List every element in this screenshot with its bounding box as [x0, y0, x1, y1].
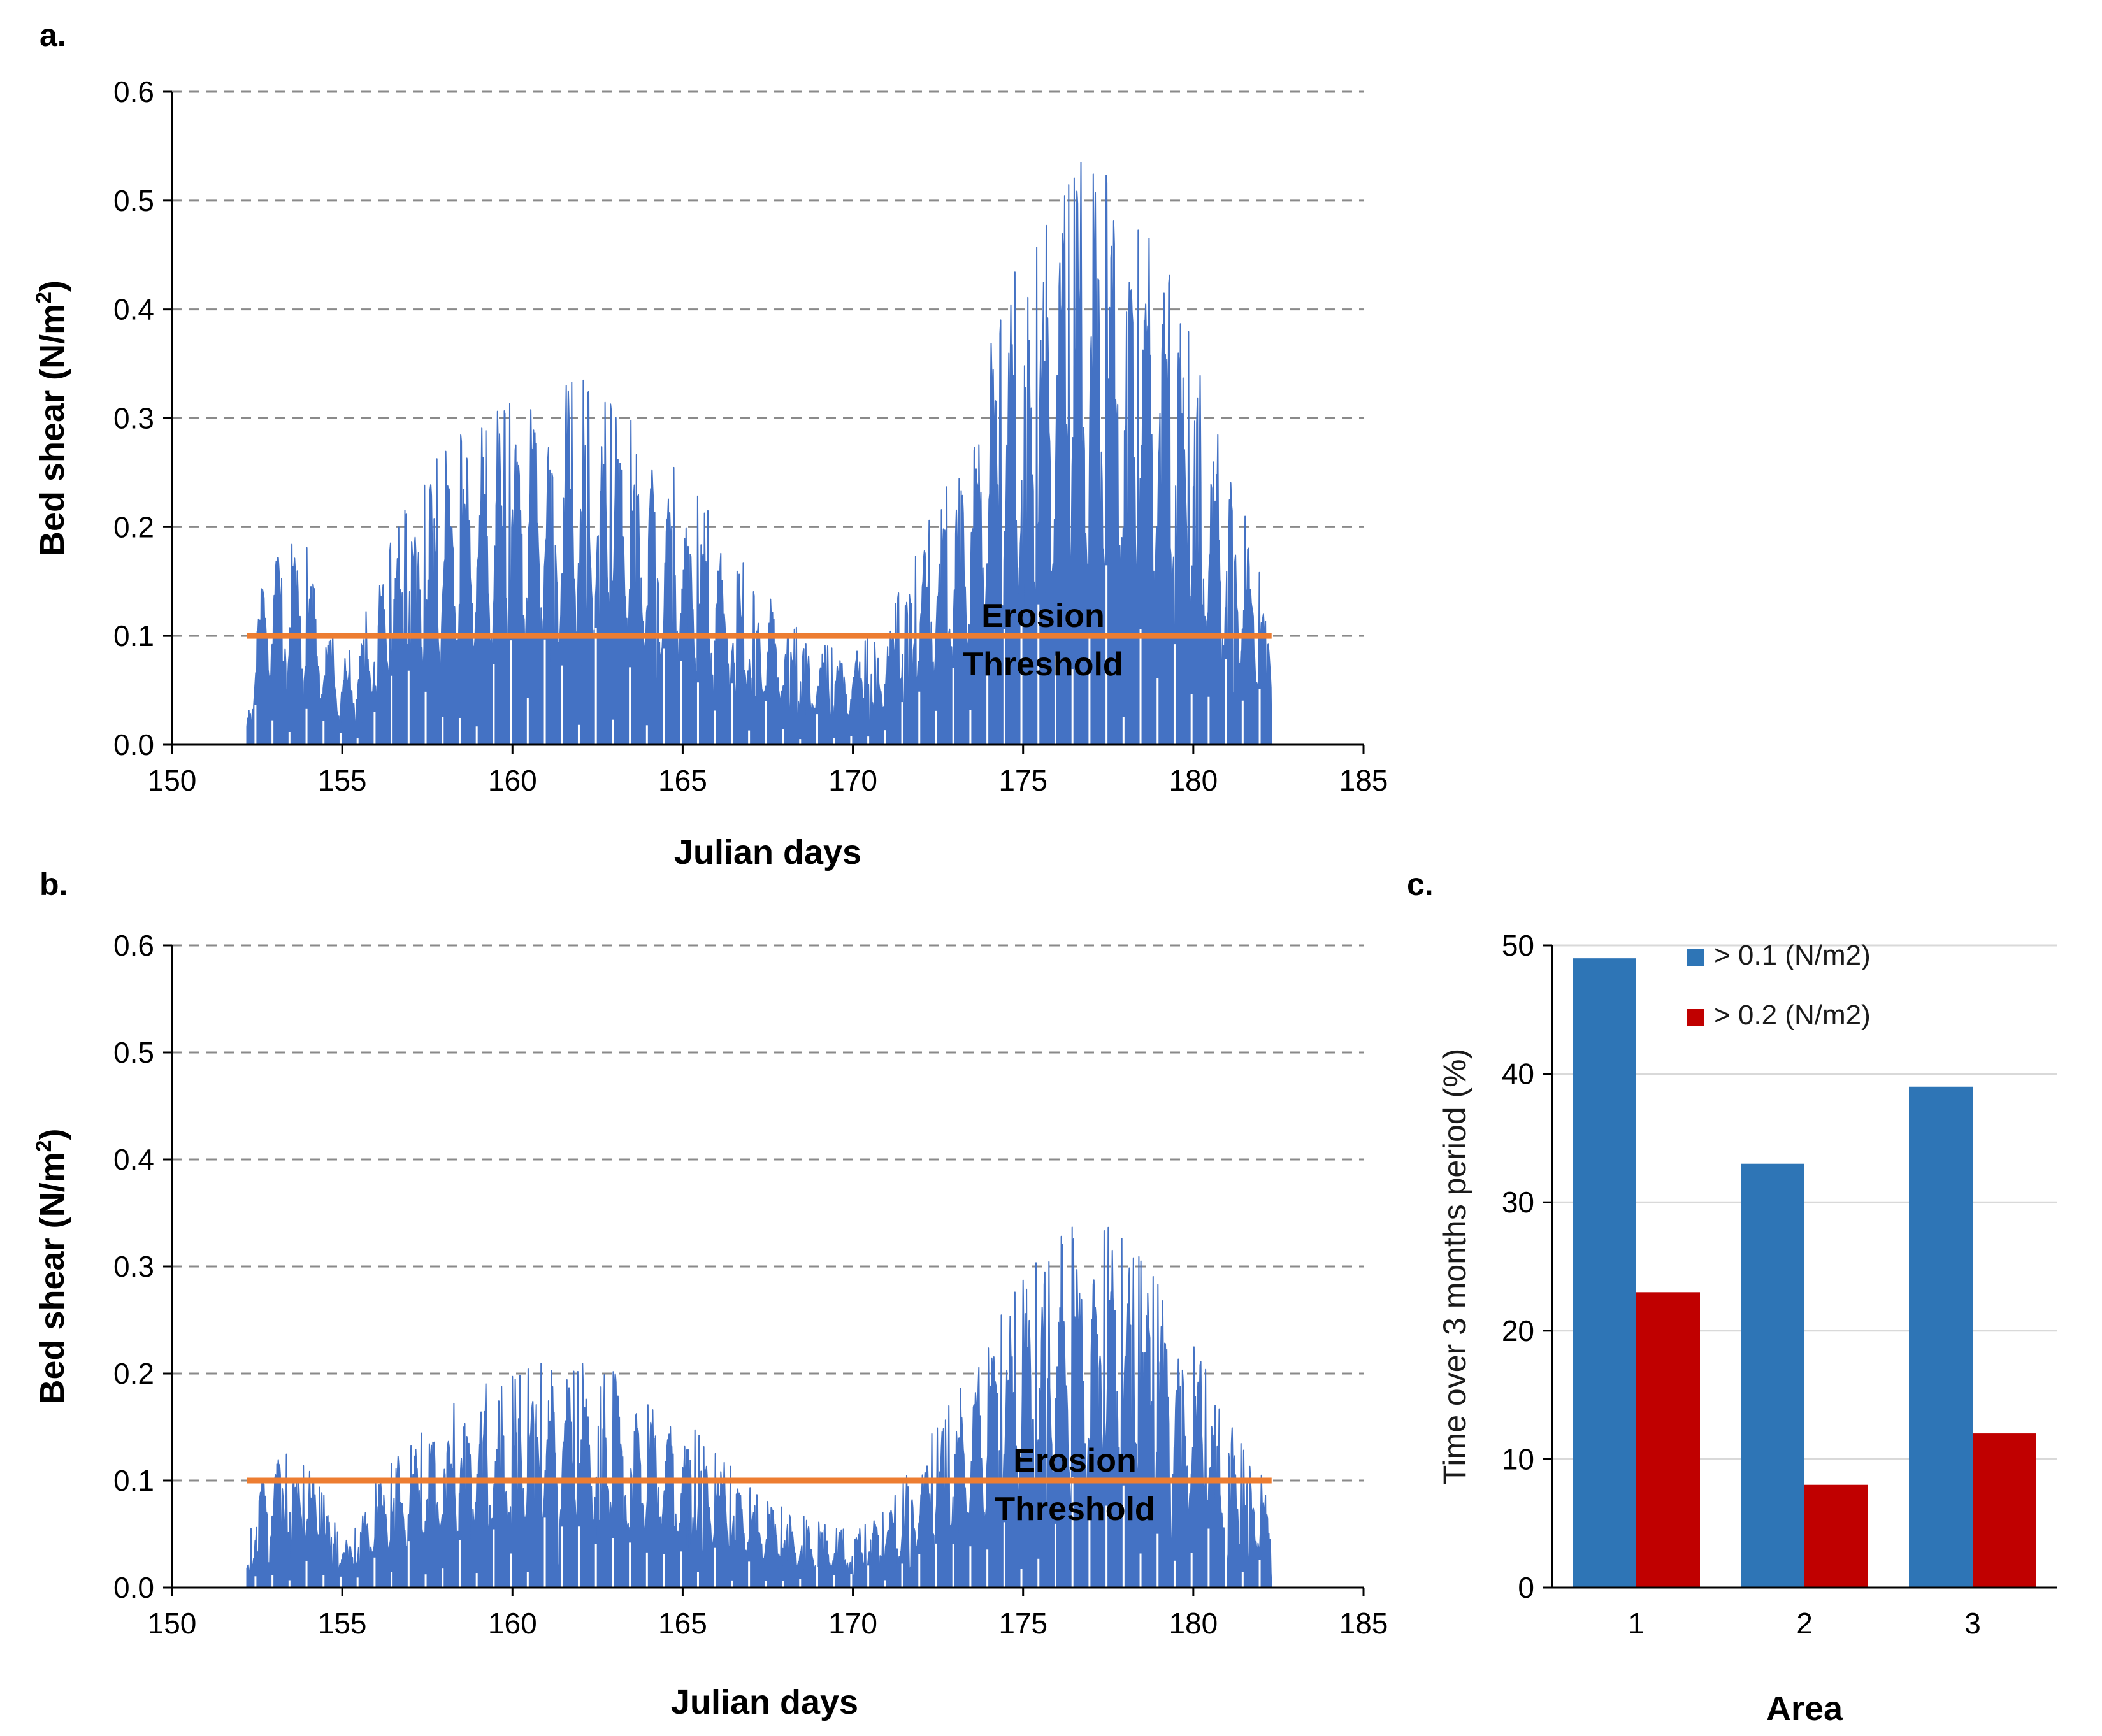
panel-c-x-axis-label: Area	[1766, 1689, 1843, 1728]
panel-b-y-axis-label: Bed shear (N/m2)	[32, 1128, 71, 1404]
c-bar-area3-series1	[1909, 1086, 1973, 1588]
panel-b-letter: b.	[40, 866, 68, 902]
c-x-tick-label: 2	[1796, 1607, 1813, 1640]
b-y-tick-label: 0.2	[113, 1357, 154, 1390]
b-y-tick-label: 0.1	[113, 1464, 154, 1497]
a-y-tick-label: 0.4	[113, 293, 154, 326]
b-y-tick-label: 0.5	[113, 1036, 154, 1069]
panel-c-letter: c.	[1407, 866, 1434, 902]
a-x-tick-label: 180	[1169, 764, 1218, 797]
b-y-tick-label: 0.4	[113, 1143, 154, 1176]
c-legend-label: > 0.2 (N/m2)	[1714, 1000, 1871, 1031]
c-x-tick-label: 1	[1628, 1607, 1645, 1640]
c-y-tick-label: 50	[1502, 929, 1534, 962]
a-y-tick-label: 0.6	[113, 75, 154, 108]
b-x-tick-label: 150	[148, 1607, 197, 1640]
panel-c-y-ticks: 0 10 20 30 40 50	[1502, 929, 1552, 1604]
b-y-tick-label: 0.0	[113, 1571, 154, 1604]
a-x-tick-label: 155	[318, 764, 367, 797]
b-y-tick-label: 0.3	[113, 1250, 154, 1283]
c-legend-swatch	[1687, 949, 1704, 966]
panel-a-y-ticks: 0.0 0.1 0.2 0.3 0.4 0.5 0.6	[113, 75, 172, 761]
c-y-tick-label: 20	[1502, 1314, 1534, 1347]
a-y-tick-label: 0.2	[113, 510, 154, 543]
panel-b: b. 0.0 0.1 0.2 0.3 0.4 0.5 0.6 150 155 160 165 170…	[32, 866, 1388, 1721]
panel-b-shear-series	[246, 1226, 1272, 1588]
a-shear-area	[246, 161, 1272, 745]
panel-c-legend: > 0.1 (N/m2) > 0.2 (N/m2)	[1687, 940, 1871, 1031]
panel-c-x-ticks: 1 2 3	[1628, 1607, 1981, 1640]
b-shear-area	[246, 1226, 1272, 1588]
panel-b-y-ticks: 0.0 0.1 0.2 0.3 0.4 0.5 0.6	[113, 929, 172, 1604]
c-legend-label: > 0.1 (N/m2)	[1714, 940, 1871, 971]
a-y-tick-label: 0.1	[113, 619, 154, 652]
panel-a-threshold-label-line2: Threshold	[963, 646, 1123, 683]
c-y-tick-label: 10	[1502, 1442, 1534, 1475]
panel-c-bars	[1573, 958, 2036, 1588]
a-y-tick-label: 0.3	[113, 402, 154, 435]
b-x-tick-label: 180	[1169, 1607, 1218, 1640]
panel-a-letter: a.	[40, 17, 66, 53]
a-y-tick-label: 0.5	[113, 184, 154, 217]
panel-a-shear-series	[246, 161, 1272, 745]
panel-b-x-ticks: 150 155 160 165 170 175 180 185	[148, 1588, 1388, 1640]
b-x-tick-label: 175	[998, 1607, 1047, 1640]
c-x-tick-label: 3	[1964, 1607, 1981, 1640]
b-x-tick-label: 185	[1339, 1607, 1388, 1640]
panel-c: c. 0 10 20 30 40 50 1 2 3 > 0.1 (N/m2) > 0.2 (N/…	[1407, 866, 2057, 1728]
b-y-tick-label: 0.6	[113, 929, 154, 962]
c-bar-area2-series1	[1741, 1163, 1804, 1588]
a-x-tick-label: 150	[148, 764, 197, 797]
c-legend-swatch	[1687, 1009, 1704, 1026]
panel-c-y-axis-label: Time over 3 months period (%)	[1437, 1049, 1472, 1485]
a-x-tick-label: 170	[828, 764, 877, 797]
panel-a: a. 0.0 0.1 0.2 0.3 0.4 0.5 0.6 150 155 160 165 170…	[32, 17, 1388, 872]
a-x-tick-label: 175	[998, 764, 1047, 797]
a-x-tick-label: 165	[658, 764, 707, 797]
a-x-tick-label: 160	[488, 764, 537, 797]
a-x-tick-label: 185	[1339, 764, 1388, 797]
panel-b-threshold-label-line1: Erosion	[1013, 1442, 1137, 1479]
panel-a-x-ticks: 150 155 160 165 170 175 180 185	[148, 745, 1388, 797]
b-x-tick-label: 160	[488, 1607, 537, 1640]
c-y-tick-label: 30	[1502, 1186, 1534, 1219]
panel-b-x-axis-label: Julian days	[671, 1683, 858, 1721]
a-y-tick-label: 0.0	[113, 728, 154, 761]
b-x-tick-label: 155	[318, 1607, 367, 1640]
b-x-tick-label: 170	[828, 1607, 877, 1640]
c-bar-area2-series2	[1804, 1484, 1868, 1588]
b-x-tick-label: 165	[658, 1607, 707, 1640]
panel-a-x-axis-label: Julian days	[674, 833, 861, 872]
panel-b-threshold-label-line2: Threshold	[995, 1491, 1155, 1528]
c-bar-area1-series1	[1573, 958, 1636, 1588]
panel-a-threshold-label-line1: Erosion	[981, 598, 1105, 635]
c-bar-area3-series2	[1973, 1433, 2036, 1588]
panel-c-axes	[1551, 945, 2057, 1589]
c-bar-area1-series2	[1636, 1292, 1700, 1588]
panel-a-y-axis-label: Bed shear (N/m2)	[32, 280, 71, 556]
c-y-tick-label: 40	[1502, 1058, 1534, 1091]
c-y-tick-label: 0	[1518, 1571, 1534, 1604]
panel-b-gridlines	[172, 944, 1364, 1482]
